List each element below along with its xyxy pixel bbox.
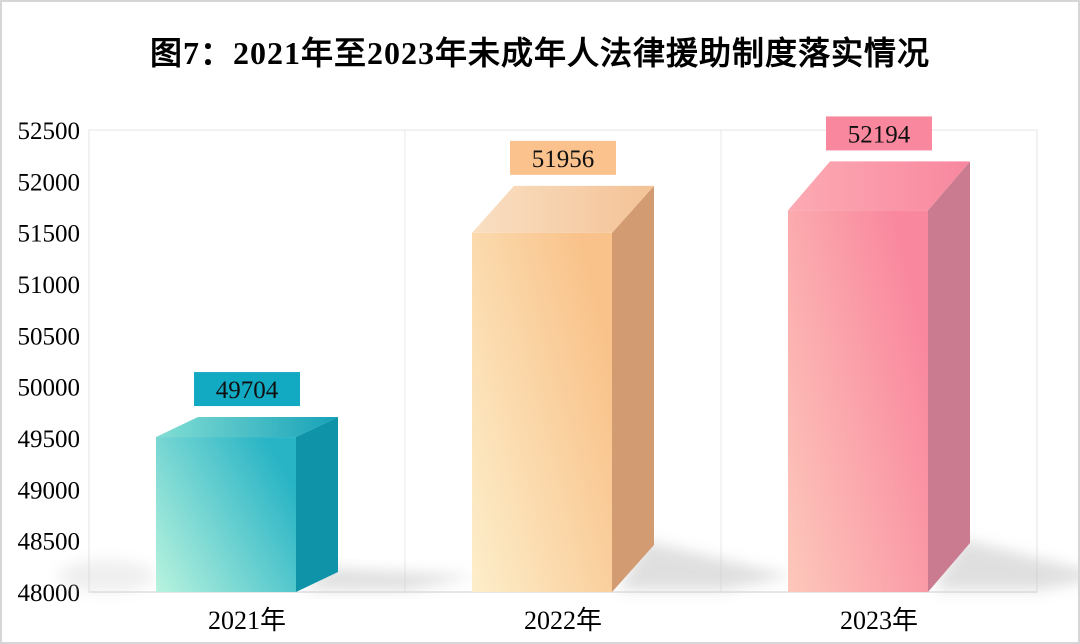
y-tick-label: 52000	[18, 169, 81, 196]
bar-shadow	[618, 541, 792, 590]
x-category-label-2022: 2022年	[524, 606, 602, 635]
value-label-2023: 52194	[848, 121, 911, 148]
bar-top-face	[156, 417, 338, 438]
chart-title: 图7：2021年至2023年未成年人法律援助制度落实情况	[149, 35, 930, 71]
value-label-2021: 49704	[216, 377, 279, 404]
y-tick-label: 48500	[18, 529, 81, 556]
bar-2022	[472, 185, 654, 593]
value-label-box-2023	[826, 116, 932, 151]
bar-shadow	[934, 539, 1078, 590]
bar-2023	[788, 161, 970, 592]
bar-2021	[156, 417, 338, 592]
y-tick-label: 49000	[18, 477, 81, 504]
value-label-box-2022	[510, 140, 616, 175]
y-tick-label: 50500	[18, 323, 81, 350]
bar-front-face	[472, 232, 612, 593]
y-tick-label: 52500	[18, 118, 81, 145]
bar-front-face	[788, 210, 928, 592]
value-label-2022: 51956	[532, 146, 595, 173]
y-tick-label: 49500	[18, 426, 81, 453]
y-tick-label: 51000	[18, 272, 81, 299]
x-category-label-2021: 2021年	[208, 606, 286, 635]
bar-top-face	[788, 161, 970, 211]
y-tick-label: 50000	[18, 375, 81, 402]
bar-side-face	[296, 417, 338, 592]
value-label-box-2021	[194, 372, 300, 407]
x-category-label-2023: 2023年	[840, 606, 918, 635]
floor-shadow	[58, 560, 154, 592]
bar-top-face	[472, 185, 654, 233]
y-tick-label: 51500	[18, 221, 81, 248]
bar-side-face	[612, 185, 654, 593]
bar-side-face	[928, 161, 970, 592]
bar-shadow	[302, 568, 476, 590]
bar-front-face	[156, 437, 296, 592]
